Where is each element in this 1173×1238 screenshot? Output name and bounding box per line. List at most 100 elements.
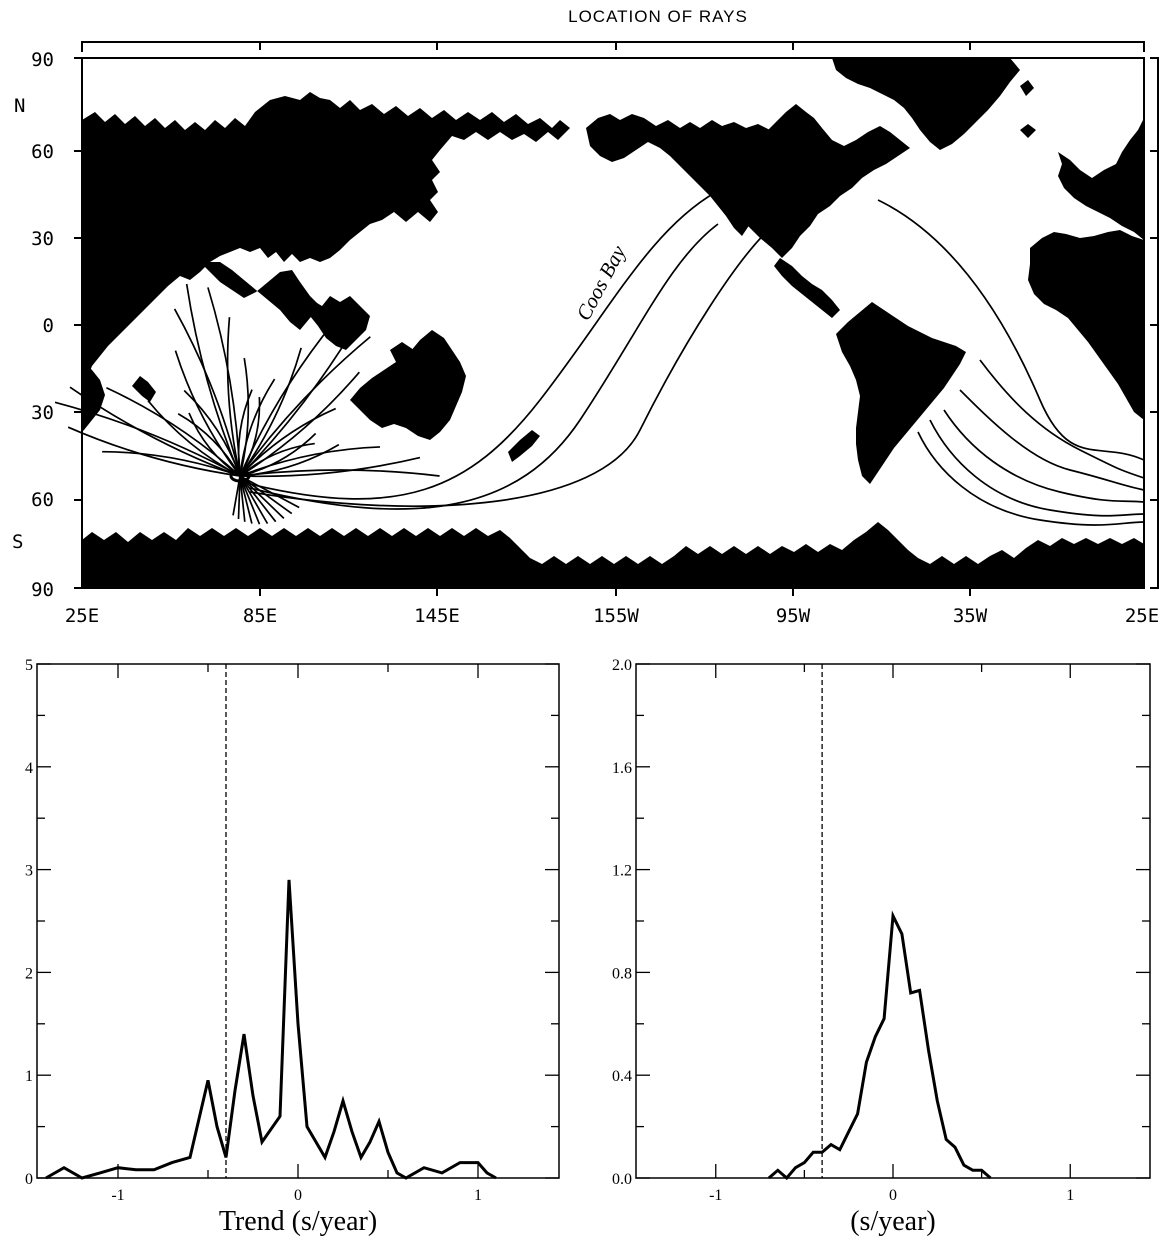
ray-path [239,475,285,519]
ray-path [239,475,277,523]
y-tick-label: 5 [25,657,33,674]
ray-path [239,407,337,477]
x-tick-label: 0 [889,1187,897,1204]
ray-path [67,426,241,477]
lon-tick-label: 25E [1125,605,1159,627]
lat-tick-label: 90 [31,49,54,71]
x-tick-label: 1 [474,1187,482,1204]
ray-paths-long [249,191,1145,526]
ray-path [69,386,241,477]
ray-path [237,475,241,520]
ray-path [239,475,300,509]
ray-path [239,336,371,477]
series-line [767,910,992,1181]
ray-path [239,316,362,477]
ray-path [239,357,250,477]
ray-path [239,456,421,478]
x-tick-label: 1 [1066,1187,1074,1204]
ray-path [239,442,315,477]
y-tick-label: 2 [25,965,33,982]
y-tick-label: 0.8 [612,965,632,982]
ray-location-map: LOCATION OF RAYS [12,7,1159,627]
lat-tick-label: 30 [31,402,54,424]
trend-histogram-left: 0 1 2 3 4 5 -1 0 1 Trend (s/year) [25,657,560,1237]
x-axis-label: (s/year) [850,1206,936,1237]
lon-tick-label: 35W [953,605,988,627]
land-central-america [774,258,840,318]
x-axis-label: Trend (s/year) [219,1206,377,1237]
lon-tick-label: 95W [776,605,811,627]
land-africa-east [1028,230,1144,420]
ray-path [174,350,241,477]
land-north-america [712,104,910,258]
ray-path [239,321,335,477]
x-tick-label: -1 [111,1187,124,1204]
land-iceland [1020,124,1036,138]
map-title: LOCATION OF RAYS [568,7,748,26]
map-right-axis [1150,57,1159,589]
y-tick-label: 0.0 [612,1171,632,1188]
y-tick-label: 1 [25,1068,33,1085]
land-eurasia [82,92,570,380]
lat-tick-label: 90 [31,579,54,601]
ray-path [106,386,241,477]
ray-path [239,475,261,525]
ray-path-label: Coos Bay [571,241,631,324]
ray-path [239,446,381,477]
land-madagascar [132,376,156,402]
land-africa-west [82,360,105,432]
lon-tick-label: 155W [593,605,639,627]
lat-ticks [74,57,82,589]
y-tick-label: 2.0 [612,657,632,674]
ray-path [226,317,241,477]
y-tick-label: 1.6 [612,760,632,777]
ray-path [239,475,253,524]
lat-tick-label: 60 [31,141,54,163]
x-tick-label: 0 [294,1187,302,1204]
y-tick-label: 3 [25,863,33,880]
land-masses [82,58,1144,588]
land-antarctica [82,522,1144,588]
latitude-labels: 90 60 30 0 30 60 90 N S [12,49,54,601]
y-tick-label: 0.4 [612,1068,632,1085]
lat-tick-label: 30 [31,228,54,250]
land-australia [350,330,466,440]
plot-frame [36,663,560,1179]
land-south-america [836,302,966,484]
ray-path [237,389,253,477]
lat-tick-label: 60 [31,489,54,511]
ray-fan [54,283,440,525]
ray-path [239,469,440,477]
lat-tick-label: 0 [43,315,54,337]
ray-path [54,401,241,477]
ray-path [173,308,241,477]
map-frame [81,57,1145,589]
longitude-labels: 25E 85E 145E 155W 95W 35W 25E [65,605,1159,627]
trend-histogram-right: 0.0 0.4 0.8 1.2 1.6 2.0 -1 0 1 (s/year) [612,657,1151,1237]
ray-path [239,371,360,477]
y-tick-label: 0 [25,1171,33,1188]
land-southeast-asia [300,290,370,350]
map-top-axis [81,41,1145,52]
map-right-ticks [1150,150,1158,501]
ray-path [239,475,246,522]
x-tick-label: -1 [709,1187,722,1204]
series-line [45,879,497,1180]
lon-tick-label: 25E [65,605,99,627]
ray-path [147,400,241,477]
y-tick-label: 4 [25,760,33,777]
lon-ticks [259,588,971,596]
land-greenland [832,58,1020,150]
ray-path [188,412,241,477]
lon-tick-label: 145E [414,605,460,627]
lon-tick-label: 85E [243,605,277,627]
land-india [200,262,320,330]
ray-path [232,475,241,516]
y-tick-label: 1.2 [612,863,632,880]
lat-dir-south: S [12,531,23,553]
ray-path [239,475,269,525]
map-top-ticks [259,42,971,50]
ray-path [185,283,241,477]
land-europe [1058,118,1144,240]
